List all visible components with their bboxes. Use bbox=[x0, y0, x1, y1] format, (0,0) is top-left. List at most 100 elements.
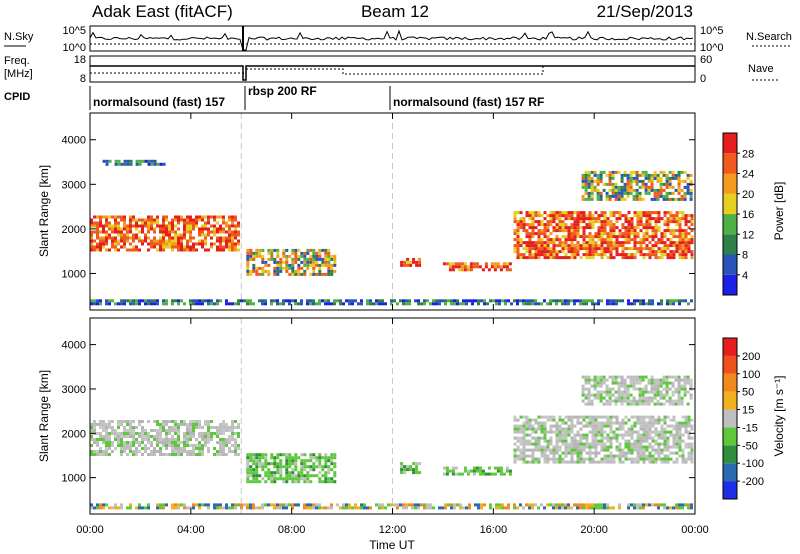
velocity-echo-cell bbox=[174, 432, 177, 435]
velocity-echo-cell bbox=[294, 462, 298, 466]
velocity-echo-cell bbox=[540, 503, 543, 507]
power-echo-cell bbox=[195, 221, 198, 225]
velocity-echo-cell bbox=[234, 426, 237, 429]
velocity-echo-cell bbox=[555, 457, 559, 461]
velocity-echo-cell bbox=[609, 457, 613, 461]
velocity-echo-cell bbox=[645, 439, 649, 443]
velocity-echo-cell bbox=[585, 445, 589, 449]
velocity-echo-cell bbox=[612, 433, 616, 437]
power-echo-cell bbox=[246, 302, 249, 306]
velocity-echo-cell bbox=[626, 399, 630, 403]
velocity-echo-cell bbox=[564, 506, 567, 510]
velocity-echo-cell bbox=[132, 420, 135, 423]
velocity-echo-cell bbox=[570, 424, 574, 428]
power-echo-cell bbox=[93, 224, 96, 228]
velocity-echo-cell bbox=[324, 506, 327, 510]
power-echo-cell bbox=[150, 299, 153, 303]
power-echo-cell bbox=[650, 188, 654, 192]
power-echo-cell bbox=[432, 299, 435, 303]
velocity-echo-cell bbox=[573, 451, 577, 455]
velocity-echo-cell bbox=[654, 503, 657, 507]
velocity-colorbar-tick-label: 50 bbox=[742, 387, 754, 399]
power-echo-cell bbox=[469, 268, 473, 272]
velocity-echo-cell bbox=[561, 457, 565, 461]
power-echo-cell bbox=[282, 254, 286, 258]
power-echo-cell bbox=[564, 229, 568, 233]
power-echo-cell bbox=[587, 170, 591, 174]
power-echo-cell bbox=[234, 248, 237, 252]
power-echo-cell bbox=[114, 224, 117, 228]
velocity-echo-cell bbox=[288, 465, 292, 469]
power-echo-cell bbox=[657, 220, 661, 224]
power-echo-cell bbox=[645, 229, 649, 233]
velocity-echo-cell bbox=[609, 506, 612, 510]
velocity-echo-cell bbox=[117, 426, 120, 429]
velocity-echo-cell bbox=[573, 448, 577, 452]
power-echo-cell bbox=[549, 214, 553, 218]
velocity-echo-cell bbox=[537, 436, 541, 440]
power-echo-cell bbox=[135, 302, 138, 306]
power-echo-cell bbox=[168, 230, 171, 234]
velocity-echo-cell bbox=[102, 420, 105, 423]
velocity-echo-cell bbox=[276, 503, 279, 507]
velocity-echo-cell bbox=[573, 503, 576, 507]
power-echo-cell bbox=[540, 247, 544, 251]
power-echo-cell bbox=[656, 176, 660, 180]
velocity-echo-cell bbox=[522, 448, 526, 452]
power-echo-cell bbox=[617, 185, 621, 189]
power-echo-cell bbox=[216, 230, 219, 234]
power-echo-cell bbox=[261, 260, 265, 264]
velocity-echo-cell bbox=[375, 503, 378, 507]
velocity-echo-cell bbox=[624, 415, 628, 419]
power-echo-cell bbox=[684, 247, 688, 251]
velocity-echo-cell bbox=[623, 378, 627, 382]
velocity-echo-cell bbox=[564, 445, 568, 449]
power-echo-cell bbox=[312, 302, 315, 306]
power-echo-cell bbox=[593, 179, 597, 183]
velocity-echo-cell bbox=[614, 381, 618, 385]
power-echo-cell bbox=[201, 299, 204, 303]
power-echo-cell bbox=[228, 242, 231, 246]
power-echo-cell bbox=[534, 232, 538, 236]
power-echo-cell bbox=[582, 211, 586, 215]
power-echo-cell bbox=[204, 215, 207, 219]
power-echo-cell bbox=[684, 256, 688, 260]
velocity-echo-cell bbox=[513, 436, 517, 440]
velocity-echo-cell bbox=[297, 480, 301, 484]
velocity-echo-cell bbox=[678, 506, 681, 510]
velocity-echo-cell bbox=[504, 506, 507, 510]
velocity-echo-cell bbox=[102, 506, 105, 510]
velocity-echo-cell bbox=[90, 423, 93, 426]
power-colorbar-tick-label: 24 bbox=[742, 169, 754, 181]
velocity-echo-cell bbox=[564, 442, 568, 446]
velocity-echo-cell bbox=[258, 465, 262, 469]
power-echo-cell bbox=[624, 232, 628, 236]
velocity-colorbar-swatch bbox=[723, 445, 737, 464]
velocity-echo-cell bbox=[671, 384, 675, 388]
power-echo-cell bbox=[126, 230, 129, 234]
power-echo-cell bbox=[549, 241, 553, 245]
velocity-echo-cell bbox=[303, 465, 307, 469]
velocity-echo-cell bbox=[669, 506, 672, 510]
power-echo-cell bbox=[138, 299, 141, 303]
power-echo-cell bbox=[531, 247, 535, 251]
power-echo-cell bbox=[654, 241, 658, 245]
velocity-echo-cell bbox=[123, 447, 126, 450]
velocity-echo-cell bbox=[630, 445, 634, 449]
power-echo-cell bbox=[297, 269, 301, 273]
power-echo-cell bbox=[555, 299, 558, 303]
velocity-echo-cell bbox=[249, 453, 253, 457]
velocity-echo-cell bbox=[656, 378, 660, 382]
power-echo-cell bbox=[276, 269, 280, 273]
power-echo-cell bbox=[213, 215, 216, 219]
power-echo-cell bbox=[617, 170, 621, 174]
velocity-echo-cell bbox=[660, 433, 664, 437]
power-echo-cell bbox=[126, 236, 129, 240]
power-echo-cell bbox=[267, 248, 271, 252]
power-echo-cell bbox=[522, 229, 526, 233]
power-echo-cell bbox=[675, 235, 679, 239]
power-echo-cell bbox=[291, 248, 295, 252]
velocity-echo-cell bbox=[105, 453, 108, 456]
power-echo-cell bbox=[96, 299, 99, 303]
power-echo-cell bbox=[171, 227, 174, 231]
